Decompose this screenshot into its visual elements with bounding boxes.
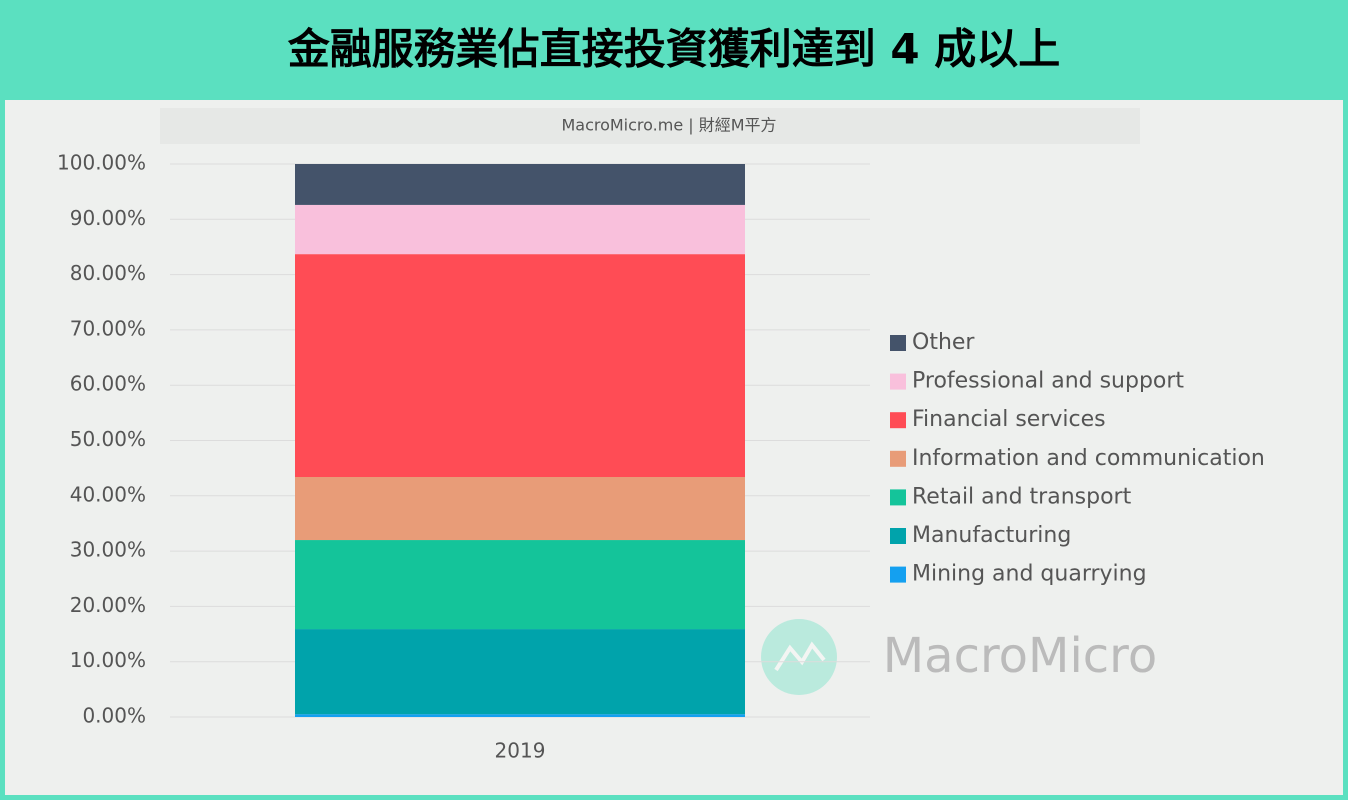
y-tick-label: 20.00% [70, 593, 146, 617]
y-tick-label: 40.00% [70, 482, 146, 506]
y-tick-label: 80.00% [70, 261, 146, 285]
y-tick-label: 100.00% [57, 151, 146, 175]
legend-label: Manufacturing [912, 523, 1071, 548]
y-tick-label: 60.00% [70, 372, 146, 396]
legend-swatch [890, 373, 906, 390]
bar-segment [295, 254, 745, 477]
chart-subtitle: MacroMicro.me | 財經M平方 [561, 116, 776, 135]
legend-swatch [890, 528, 906, 544]
y-tick-label: 50.00% [70, 427, 146, 451]
y-tick-label: 90.00% [70, 206, 146, 230]
legend-swatch [890, 489, 906, 506]
bar-segment [295, 204, 745, 255]
bar-segment [295, 164, 745, 205]
legend-swatch [890, 412, 906, 429]
x-tick-label: 2019 [495, 739, 546, 763]
y-tick-label: 10.00% [70, 648, 146, 672]
chart-title: 金融服務業佔直接投資獲利達到 4 成以上 [287, 25, 1060, 74]
legend-label: Information and communication [912, 446, 1265, 471]
watermark-icon [761, 619, 837, 695]
legend-swatch [890, 335, 906, 351]
y-tick-label: 70.00% [70, 316, 146, 340]
bar-segment [295, 629, 745, 715]
bar-segment [295, 714, 745, 717]
watermark: MacroMicro [883, 628, 1157, 684]
legend-swatch [890, 450, 906, 467]
legend-label: Other [912, 330, 975, 355]
bar-segment [295, 540, 745, 630]
y-tick-label: 30.00% [70, 538, 146, 562]
legend-label: Professional and support [912, 369, 1184, 394]
bar-segment [295, 476, 745, 541]
legend-swatch [890, 566, 906, 583]
y-tick-label: 0.00% [82, 704, 146, 728]
legend-label: Retail and transport [912, 484, 1132, 509]
legend-label: Financial services [912, 407, 1106, 432]
legend-label: Mining and quarrying [912, 562, 1147, 587]
subtitle-band [160, 108, 1140, 144]
